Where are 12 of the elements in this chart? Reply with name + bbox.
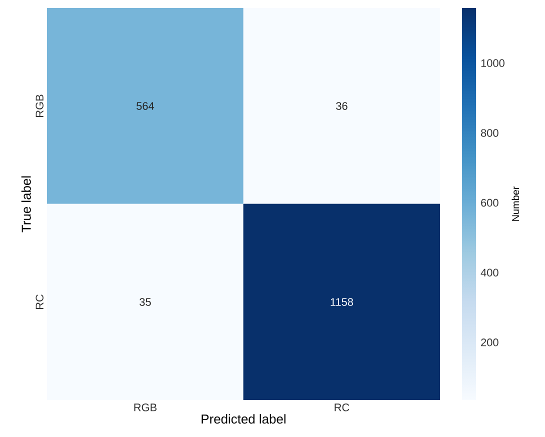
color-bar-title: Number <box>512 186 520 221</box>
x-axis-title: Predicted label <box>202 414 286 424</box>
color-bar-label: 1000 <box>481 59 504 68</box>
data-label: 36 <box>336 102 348 110</box>
data-label: 1158 <box>330 298 354 306</box>
color-bar-label: 600 <box>481 198 498 207</box>
y-axis-title: True label <box>21 176 31 232</box>
color-bar-label: 400 <box>480 268 498 276</box>
data-label: 35 <box>140 298 151 306</box>
data-label: 564 <box>136 102 154 110</box>
color-bar-label: 800 <box>481 129 498 137</box>
color-bar-label: 200 <box>481 338 498 346</box>
